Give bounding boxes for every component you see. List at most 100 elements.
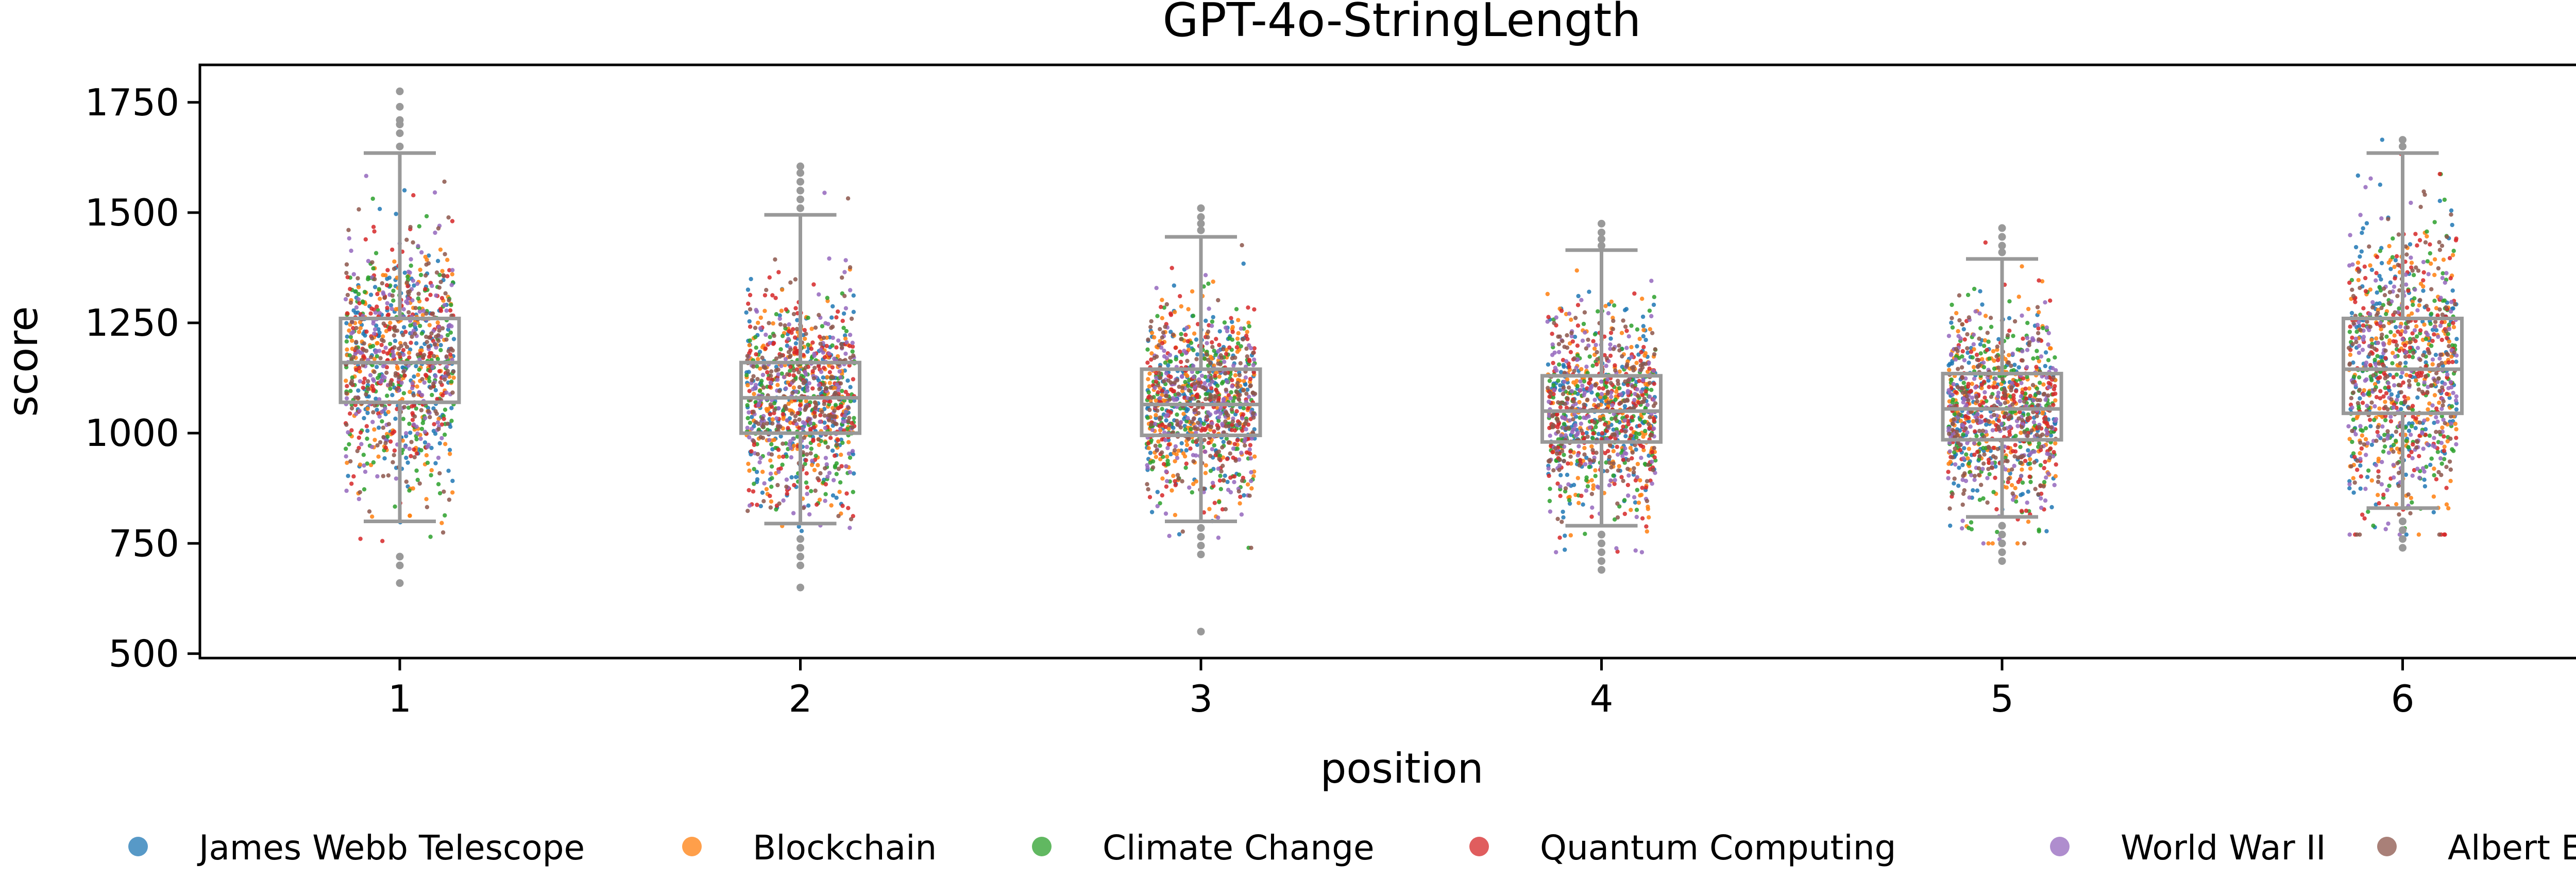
data-point: [746, 461, 751, 466]
data-point: [429, 473, 433, 478]
data-point: [419, 426, 425, 432]
data-point: [348, 287, 352, 291]
data-point: [365, 410, 370, 416]
data-point: [829, 325, 834, 330]
data-point: [376, 327, 381, 332]
data-point: [1575, 303, 1581, 307]
data-point: [1545, 319, 1550, 324]
data-point: [402, 373, 407, 378]
data-point: [1985, 476, 1990, 480]
data-point: [2021, 336, 2025, 341]
data-point: [1145, 416, 1150, 420]
data-point: [848, 455, 853, 460]
data-point: [1183, 465, 1188, 470]
data-point: [449, 303, 453, 307]
data-point: [1597, 386, 1602, 391]
data-point: [816, 476, 820, 481]
data-point: [780, 334, 785, 338]
data-point: [850, 421, 854, 425]
data-point: [435, 396, 439, 402]
data-point: [791, 373, 796, 378]
data-point: [1583, 330, 1587, 335]
data-point: [440, 269, 445, 273]
data-point: [399, 343, 403, 349]
data-point: [2041, 382, 2046, 387]
data-point: [1593, 474, 1598, 478]
data-point: [788, 420, 793, 425]
data-point: [444, 308, 449, 313]
data-point: [430, 365, 435, 369]
data-point: [1973, 309, 1978, 314]
data-point: [1234, 345, 1240, 350]
data-point: [367, 509, 372, 514]
data-point: [1575, 343, 1580, 348]
data-point: [433, 230, 437, 235]
data-point: [423, 416, 428, 421]
data-point: [1578, 388, 1583, 392]
data-point: [817, 497, 822, 502]
data-point: [401, 352, 406, 357]
data-point: [424, 453, 429, 458]
data-point: [793, 414, 798, 419]
data-point: [1956, 329, 1960, 334]
data-point: [808, 427, 813, 432]
data-point: [830, 419, 835, 424]
data-point: [433, 432, 438, 436]
data-point: [1252, 307, 1257, 312]
data-point: [789, 455, 794, 460]
data-point: [750, 415, 754, 420]
data-point: [374, 350, 378, 355]
data-point: [385, 351, 390, 356]
data-point: [745, 287, 751, 292]
data-point: [1604, 364, 1608, 368]
data-point: [414, 341, 419, 346]
data-point: [1971, 488, 1975, 493]
data-point: [829, 503, 834, 508]
data-point: [1971, 342, 1976, 347]
data-point: [409, 340, 413, 345]
data-point: [1192, 381, 1197, 386]
data-point: [1588, 377, 1593, 382]
data-point: [2054, 462, 2058, 467]
data-point: [425, 297, 429, 302]
data-point: [1951, 382, 1956, 387]
data-point: [1575, 476, 1580, 480]
data-point: [375, 443, 380, 448]
data-point: [447, 268, 452, 272]
data-point: [1168, 359, 1173, 364]
data-point: [2033, 487, 2038, 491]
data-point: [831, 335, 835, 340]
data-point: [1567, 365, 1571, 369]
data-point: [1163, 511, 1168, 516]
data-point: [850, 349, 855, 354]
data-point: [795, 411, 800, 416]
data-point: [405, 284, 410, 288]
data-point: [2044, 325, 2049, 330]
data-point: [794, 389, 799, 394]
data-point: [1565, 346, 1570, 350]
data-point: [778, 424, 783, 429]
data-point: [401, 369, 406, 374]
data-point: [1582, 402, 1586, 407]
data-point: [1595, 357, 1600, 361]
data-point: [364, 424, 369, 428]
data-point: [377, 206, 382, 211]
data-point: [2050, 366, 2055, 371]
data-point: [1632, 291, 1637, 296]
data-point: [831, 304, 835, 309]
data-point: [1175, 456, 1180, 460]
data-point: [389, 306, 394, 312]
data-point: [817, 383, 821, 387]
data-point: [789, 411, 794, 416]
data-point: [1624, 414, 1630, 419]
data-point: [781, 454, 786, 459]
data-point: [1617, 464, 1621, 469]
data-point: [344, 446, 348, 451]
data-point: [412, 283, 416, 288]
data-point: [1203, 450, 1208, 454]
data-point: [1154, 286, 1159, 290]
data-point: [365, 406, 370, 411]
data-point: [1982, 390, 1987, 394]
data-point: [1163, 393, 1168, 398]
data-point: [447, 447, 452, 452]
